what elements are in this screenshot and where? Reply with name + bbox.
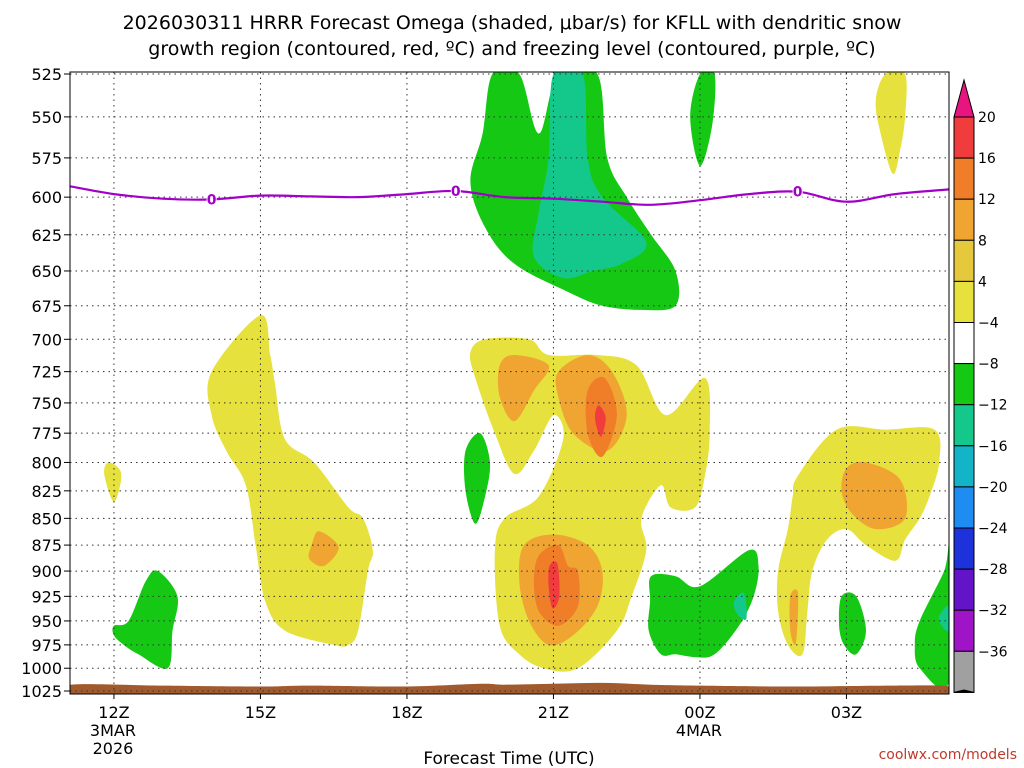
colorbar-label: −4 (978, 316, 999, 332)
y-tick-label: 525 (31, 65, 62, 84)
y-tick-label: 675 (31, 297, 62, 316)
y-tick-label: 925 (31, 587, 62, 606)
omega-shaded-regions (70, 72, 949, 694)
y-tick-label: 725 (31, 363, 62, 382)
x-axis-label: Forecast Time (UTC) (423, 749, 594, 768)
omega-region (914, 544, 949, 689)
colorbar-label: −8 (978, 357, 999, 373)
omega-region (532, 72, 647, 279)
colorbar-swatch (953, 116, 975, 159)
freezing-level-label-bg (792, 184, 803, 198)
x-tick-label: 12Z (98, 703, 129, 722)
colorbar-swatch (953, 609, 975, 652)
freezing-level-label: 0 (793, 185, 803, 201)
y-axis: 525 550 575 600 625 650 675 700 725 750 775 800 825 8… (21, 65, 70, 701)
y-tick-label: 800 (31, 453, 62, 472)
y-tick-label: 900 (31, 562, 62, 581)
colorbar-swatch (953, 239, 975, 282)
omega-region (841, 461, 908, 530)
colorbar-label: −32 (978, 603, 1008, 619)
y-tick-label: 700 (31, 330, 62, 349)
credit-text: coolwx.com/models (879, 747, 1017, 763)
freezing-level-label-bg (206, 192, 217, 206)
colorbar-label: −28 (978, 562, 1008, 578)
y-tick-label: 850 (31, 509, 62, 528)
chart-title-line-2: growth region (contoured, red, ºC) and f… (148, 38, 875, 60)
colorbar-swatch (953, 404, 975, 447)
colorbar-label: −24 (978, 521, 1008, 537)
omega-region (104, 462, 122, 502)
freezing-level-label-bg (450, 183, 461, 197)
y-tick-label: 750 (31, 394, 62, 413)
omega-region (733, 592, 747, 620)
x-tick-label: 15Z (245, 703, 276, 722)
colorbar-swatch (953, 486, 975, 529)
omega-region (789, 589, 799, 646)
omega-region (463, 432, 491, 524)
colorbar-swatch (953, 568, 975, 611)
y-tick-label: 975 (31, 636, 62, 655)
x-tick-label: 00Z (684, 703, 715, 722)
omega-region (690, 72, 716, 166)
chart-title-line-1: 2026030311 HRRR Forecast Omega (shaded, … (123, 12, 902, 34)
colorbar-swatch (953, 650, 975, 693)
omega-region (648, 549, 759, 658)
colorbar-label: 16 (978, 151, 996, 167)
freezing-level: 0 0 0 (70, 183, 949, 208)
plot-frame (69, 71, 950, 695)
colorbar-top-arrow (953, 78, 975, 118)
omega-region (838, 592, 866, 655)
y-tick-label: 625 (31, 226, 62, 245)
y-tick-label: 1000 (21, 659, 62, 678)
colorbar: 20 16 12 8 4 −4 −8 −12 −16 −20 −24 −28 −32 −36 (953, 78, 1008, 693)
omega-region (207, 315, 373, 647)
x-tick-date-label: 3MAR (90, 721, 136, 740)
colorbar-swatch (953, 280, 975, 323)
omega-region (308, 531, 339, 567)
colorbar-label: −16 (978, 439, 1008, 455)
colorbar-label: −12 (978, 398, 1008, 414)
y-tick-label: 650 (31, 262, 62, 281)
y-tick-label: 600 (31, 188, 62, 207)
colorbar-swatch (953, 363, 975, 406)
colorbar-swatch (953, 527, 975, 570)
omega-region (875, 72, 907, 174)
colorbar-swatch (953, 445, 975, 488)
y-tick-label: 775 (31, 424, 62, 443)
colorbar-label: −36 (978, 644, 1008, 660)
freezing-level-label: 0 (451, 184, 461, 200)
colorbar-label: −20 (978, 480, 1008, 496)
x-tick-label: 21Z (538, 703, 569, 722)
x-tick-label: 18Z (391, 703, 422, 722)
y-tick-label: 575 (31, 149, 62, 168)
x-tick-date-label: 2026 (93, 739, 134, 758)
y-tick-label: 550 (31, 108, 62, 127)
omega-region (938, 605, 949, 632)
omega-region (112, 570, 179, 669)
omega-region (594, 405, 606, 437)
colorbar-label: 12 (978, 192, 996, 208)
y-tick-label: 1025 (21, 682, 62, 701)
y-tick-label: 875 (31, 536, 62, 555)
colorbar-label: 20 (978, 110, 996, 126)
grid-lines (70, 72, 949, 694)
omega-region (70, 682, 949, 694)
colorbar-swatch (953, 198, 975, 241)
freezing-level-label: 0 (207, 192, 217, 208)
x-tick-date-label: 4MAR (676, 721, 722, 740)
y-tick-label: 950 (31, 612, 62, 631)
x-tick-label: 03Z (831, 703, 862, 722)
colorbar-label: 4 (978, 274, 987, 290)
y-tick-label: 825 (31, 482, 62, 501)
colorbar-label: 8 (978, 233, 987, 249)
colorbar-bottom-arrow (953, 689, 975, 693)
colorbar-swatch (953, 322, 975, 365)
colorbar-swatch (953, 157, 975, 200)
